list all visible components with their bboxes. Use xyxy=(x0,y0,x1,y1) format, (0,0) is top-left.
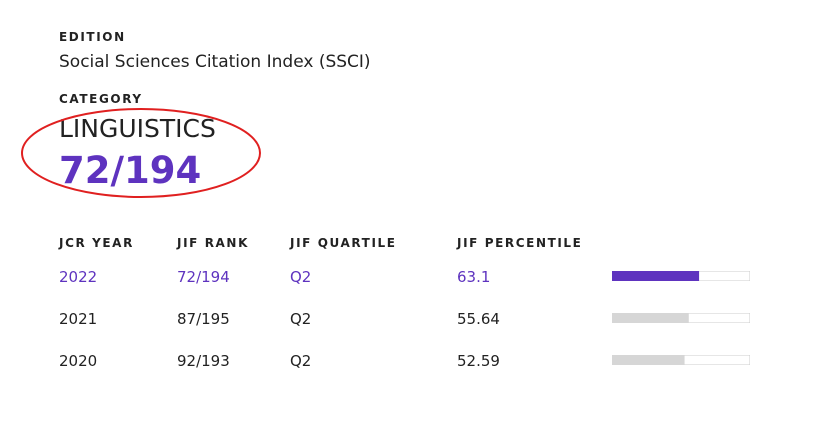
column-header: JIF RANK xyxy=(177,236,249,250)
table-cell: 2021 xyxy=(59,310,98,328)
edition-value: Social Sciences Citation Index (SSCI) xyxy=(59,52,371,72)
percentile-bar xyxy=(612,355,750,365)
bar-fill xyxy=(612,355,685,365)
column-header: JIF QUARTILE xyxy=(290,236,397,250)
table-cell: 2020 xyxy=(59,352,98,370)
highlight-ellipse xyxy=(21,108,261,198)
table-cell: Q2 xyxy=(290,352,312,370)
table-cell: 72/194 xyxy=(177,268,230,286)
column-header: JIF PERCENTILE xyxy=(457,236,583,250)
category-label: CATEGORY xyxy=(59,92,143,106)
category-rank: 72/194 xyxy=(59,149,202,192)
table-cell: Q2 xyxy=(290,268,312,286)
column-header: JCR YEAR xyxy=(59,236,134,250)
edition-label: EDITION xyxy=(59,30,126,44)
table-cell: 55.64 xyxy=(457,310,500,328)
table-cell: 52.59 xyxy=(457,352,500,370)
bar-fill xyxy=(612,271,700,281)
percentile-bar xyxy=(612,271,750,281)
category-name: LINGUISTICS xyxy=(59,114,216,143)
table-cell: 92/193 xyxy=(177,352,230,370)
table-cell: 87/195 xyxy=(177,310,230,328)
table-cell: Q2 xyxy=(290,310,312,328)
percentile-bar xyxy=(612,313,750,323)
bar-fill xyxy=(612,313,689,323)
table-cell: 2022 xyxy=(59,268,98,286)
table-cell: 63.1 xyxy=(457,268,491,286)
